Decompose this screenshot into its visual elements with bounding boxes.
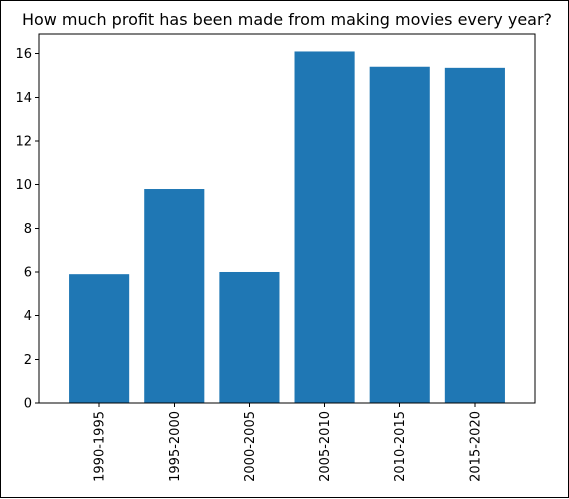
bar-group: [69, 51, 505, 403]
y-tick-label: 0: [24, 397, 32, 412]
y-tick-label: 8: [24, 222, 32, 237]
y-tick-label: 10: [15, 178, 32, 193]
y-tick-label: 16: [15, 47, 32, 62]
plot-area-frame: [38, 33, 536, 404]
bar-2010-2015: [369, 66, 430, 403]
x-tick-label: 1995-2000: [168, 411, 183, 482]
y-tick-label: 6: [24, 265, 32, 280]
y-tick-label: 12: [15, 134, 32, 149]
y-axis-ticks: 0 2 4 6 8 10 12 14 16: [15, 47, 39, 412]
bar-1990-1995: [69, 274, 130, 403]
y-tick-label: 4: [24, 309, 32, 324]
x-tick-label: 2000-2005: [243, 411, 258, 482]
y-tick-label: 2: [24, 353, 32, 368]
chart-title: How much profit has been made from makin…: [22, 10, 552, 29]
bar-1995-2000: [144, 189, 205, 403]
bar-2000-2005: [219, 271, 280, 403]
x-tick-label: 2015-2020: [468, 411, 483, 482]
bar-2015-2020: [444, 67, 505, 403]
y-tick-label: 14: [15, 91, 32, 106]
x-tick-label: 1990-1995: [93, 411, 108, 482]
x-tick-label: 2010-2015: [393, 411, 408, 482]
x-axis-ticks: 1990-1995 1995-2000 2000-2005 2005-2010 2010…: [93, 403, 483, 482]
x-tick-label: 2005-2010: [318, 411, 333, 482]
bar-2005-2010: [294, 51, 355, 403]
